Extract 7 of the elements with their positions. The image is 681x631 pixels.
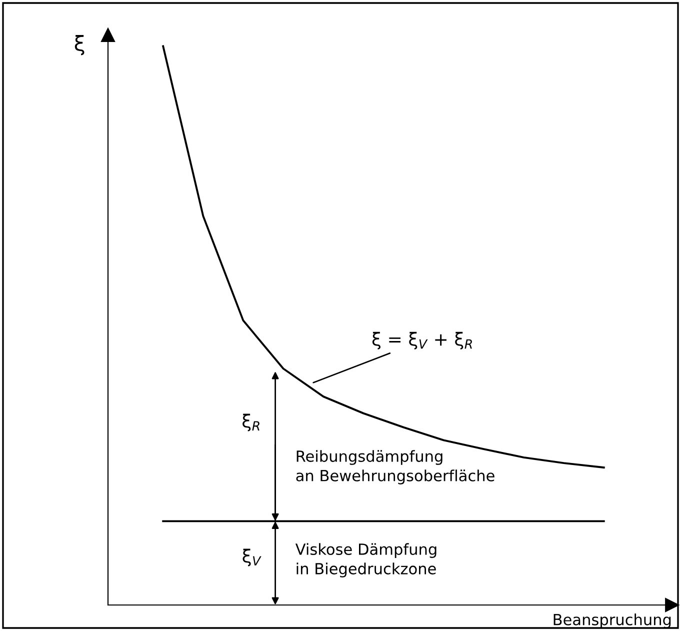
x-axis-title: Beanspruchung <box>554 614 671 628</box>
annotation: Reibungsdämpfung an Bewehrungsoberfläche <box>296 450 494 484</box>
annotation: ξ$_{V}$ <box>242 548 262 566</box>
y-axis-title: ξ <box>74 35 84 56</box>
annotation: ξ$_{R}$ <box>242 414 260 432</box>
annotation: ξ = ξ$_{V}$ + ξ$_{R}$ <box>372 332 472 350</box>
annotation: Viskose Dämpfung in Biegedruckzone <box>295 543 436 578</box>
